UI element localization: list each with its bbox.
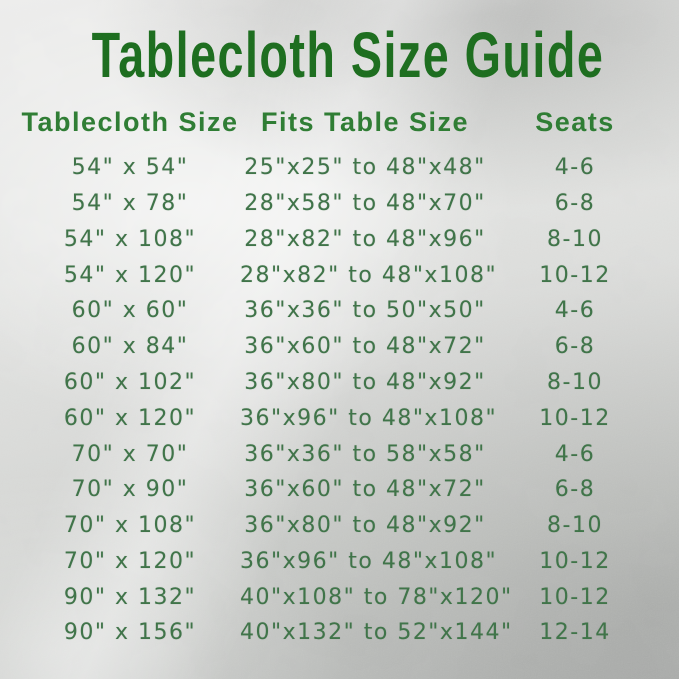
cell-fits-table-size: 28"x82" to 48"x108" [240,262,498,288]
cell-tablecloth-size: 90" x 156" [63,620,197,646]
cell-seats: 8-10 [547,513,603,539]
cell-fits-table-size: 40"x108" to 78"x120" [240,584,513,610]
table-row: 70" x 70" 36"x36" to 58"x58" 4-6 [0,436,659,472]
table-row: 54" x 54" 25"x25" to 48"x48" 4-6 [0,150,659,186]
cell-tablecloth-size: 54" x 108" [63,226,197,252]
cell-seats: 6-8 [554,477,596,503]
cell-fits-table-size: 36"x80" to 48"x92" [244,513,486,539]
table-row: 90" x 156" 40"x132" to 52"x144" 12-14 [0,615,659,651]
cell-tablecloth-size: 70" x 108" [63,513,197,539]
cell-seats: 4-6 [554,155,596,181]
cell-fits-table-size: 36"x96" to 48"x108" [240,405,498,431]
cell-tablecloth-size: 70" x 90" [71,477,189,503]
cell-tablecloth-size: 60" x 102" [63,369,197,395]
cell-tablecloth-size: 54" x 120" [63,262,197,288]
table-row: 70" x 108" 36"x80" to 48"x92" 8-10 [0,508,659,544]
cell-seats: 10-12 [539,262,611,288]
cell-fits-table-size: 28"x82" to 48"x96" [244,226,486,252]
cell-seats: 10-12 [539,405,611,431]
cell-seats: 8-10 [547,369,603,395]
table-row: 90" x 132" 40"x108" to 78"x120" 10-12 [0,579,659,615]
header-tablecloth-size: Tablecloth Size [21,106,239,137]
cell-fits-table-size: 36"x36" to 58"x58" [244,441,486,467]
cell-fits-table-size: 36"x36" to 50"x50" [244,298,486,324]
page-title: Tablecloth Size Guide [91,19,605,91]
cell-seats: 4-6 [554,441,596,467]
cell-fits-table-size: 36"x60" to 48"x72" [244,334,486,360]
cell-fits-table-size: 36"x80" to 48"x92" [244,369,486,395]
table-row: 54" x 108" 28"x82" to 48"x96" 8-10 [0,222,659,258]
cell-tablecloth-size: 60" x 60" [71,298,189,324]
table-body: 54" x 54" 25"x25" to 48"x48" 4-6 54" x 7… [0,150,659,651]
header-fits-table-size: Fits Table Size [260,106,470,137]
cell-tablecloth-size: 70" x 120" [63,548,197,574]
cell-seats: 6-8 [554,191,596,217]
cell-tablecloth-size: 90" x 132" [63,584,197,610]
cell-seats: 12-14 [539,620,611,646]
cell-tablecloth-size: 54" x 78" [71,191,189,217]
cell-tablecloth-size: 60" x 84" [71,334,189,360]
table-header-row: Tablecloth Size Fits Table Size Seats [0,103,679,141]
cell-seats: 10-12 [539,548,611,574]
cell-fits-table-size: 25"x25" to 48"x48" [244,155,486,181]
table-row: 60" x 60" 36"x36" to 50"x50" 4-6 [0,293,659,329]
cell-tablecloth-size: 54" x 54" [71,155,189,181]
table-row: 60" x 102" 36"x80" to 48"x92" 8-10 [0,365,659,401]
cell-fits-table-size: 28"x58" to 48"x70" [244,191,486,217]
table-row: 60" x 120" 36"x96" to 48"x108" 10-12 [0,400,659,436]
table-row: 54" x 78" 28"x58" to 48"x70" 6-8 [0,186,659,222]
cell-seats: 10-12 [539,584,611,610]
table-row: 60" x 84" 36"x60" to 48"x72" 6-8 [0,329,659,365]
table-row: 54" x 120" 28"x82" to 48"x108" 10-12 [0,257,659,293]
cell-seats: 4-6 [554,298,596,324]
cell-fits-table-size: 36"x96" to 48"x108" [240,548,498,574]
table-row: 70" x 90" 36"x60" to 48"x72" 6-8 [0,472,659,508]
cell-tablecloth-size: 70" x 70" [71,441,189,467]
cell-fits-table-size: 40"x132" to 52"x144" [240,620,513,646]
cell-fits-table-size: 36"x60" to 48"x72" [244,477,486,503]
cell-seats: 6-8 [554,334,596,360]
table-row: 70" x 120" 36"x96" to 48"x108" 10-12 [0,543,659,579]
header-seats: Seats [535,106,615,137]
cell-tablecloth-size: 60" x 120" [63,405,197,431]
cell-seats: 8-10 [547,226,603,252]
